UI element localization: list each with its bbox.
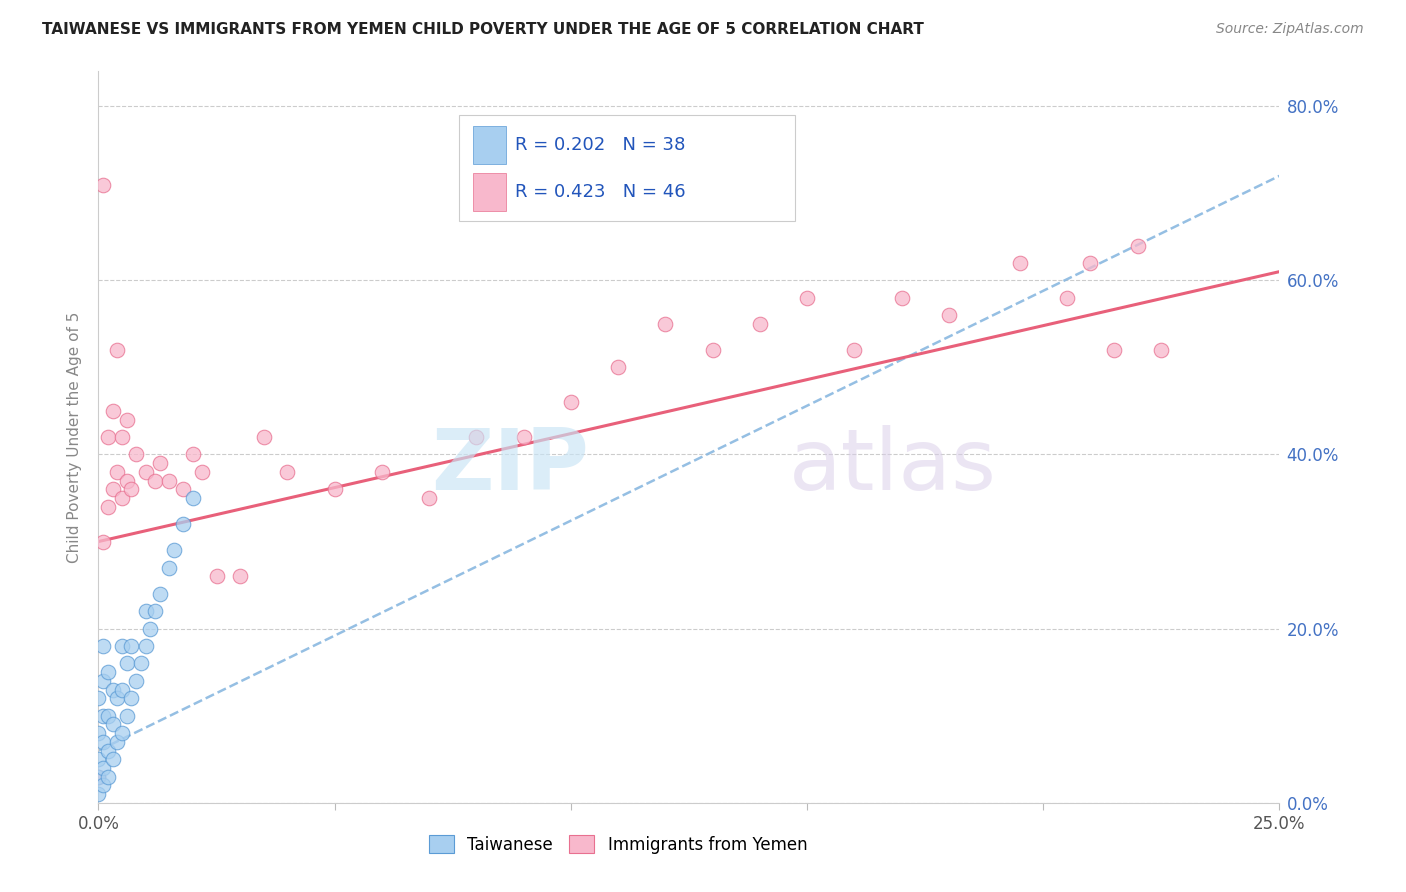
Point [121,639,143,653]
Point [157,560,180,574]
Point [91,534,114,549]
Point [1056,291,1078,305]
Point [654,317,676,331]
Legend: Taiwanese, Immigrants from Yemen: Taiwanese, Immigrants from Yemen [422,829,814,860]
Point [87,787,110,801]
Point [163,543,186,558]
Point [938,308,960,322]
Point [97,500,120,514]
Point [890,291,912,305]
Point [149,456,172,470]
Point [253,430,276,444]
Point [276,465,298,479]
Text: atlas: atlas [789,425,997,508]
Point [97,708,120,723]
Point [91,708,114,723]
Point [115,708,138,723]
Point [796,291,818,305]
Point [105,465,128,479]
Point [181,448,204,462]
Point [97,430,120,444]
Point [844,343,866,357]
Point [172,483,194,497]
Point [512,430,534,444]
Text: R = 0.202   N = 38: R = 0.202 N = 38 [516,136,686,154]
Point [702,343,724,357]
Point [181,491,204,505]
Point [121,483,143,497]
Point [101,682,124,697]
Point [205,569,228,583]
Point [87,691,110,706]
Point [125,673,148,688]
Point [111,639,134,653]
FancyBboxPatch shape [472,172,506,211]
Point [1126,238,1149,252]
Point [97,743,120,757]
Text: TAIWANESE VS IMMIGRANTS FROM YEMEN CHILD POVERTY UNDER THE AGE OF 5 CORRELATION : TAIWANESE VS IMMIGRANTS FROM YEMEN CHILD… [42,22,924,37]
Point [111,682,134,697]
Point [125,448,148,462]
Point [91,639,114,653]
Text: R = 0.423   N = 46: R = 0.423 N = 46 [516,183,686,201]
Point [418,491,440,505]
Point [87,770,110,784]
Point [143,604,166,618]
Point [607,360,630,375]
Point [91,761,114,775]
Point [105,735,128,749]
Point [101,752,124,766]
Point [101,717,124,731]
Point [560,395,582,409]
Text: ZIP: ZIP [430,425,589,508]
Point [323,483,346,497]
Point [371,465,394,479]
Point [111,430,134,444]
Point [121,691,143,706]
Point [115,474,138,488]
Point [97,770,120,784]
Point [143,474,166,488]
FancyBboxPatch shape [472,126,506,164]
Point [1080,256,1102,270]
Point [229,569,252,583]
Point [97,665,120,680]
Point [105,343,128,357]
Point [748,317,770,331]
Point [87,770,110,784]
Point [135,639,157,653]
Point [87,752,110,766]
Point [111,726,134,740]
Point [115,657,138,671]
Point [105,691,128,706]
Point [135,465,157,479]
Point [91,778,114,792]
Text: Source: ZipAtlas.com: Source: ZipAtlas.com [1216,22,1364,37]
Point [101,404,124,418]
Point [87,726,110,740]
Point [111,491,134,505]
Point [1150,343,1173,357]
Point [91,735,114,749]
Point [101,483,124,497]
Point [139,622,162,636]
Point [91,673,114,688]
Point [1102,343,1125,357]
Point [172,517,194,532]
Point [135,604,157,618]
Y-axis label: Child Poverty Under the Age of 5: Child Poverty Under the Age of 5 [67,311,83,563]
Point [115,412,138,426]
Point [191,465,214,479]
Point [465,430,488,444]
Point [129,657,152,671]
FancyBboxPatch shape [458,115,796,221]
Point [1008,256,1031,270]
Point [149,587,172,601]
Point [91,178,114,192]
Point [157,474,180,488]
